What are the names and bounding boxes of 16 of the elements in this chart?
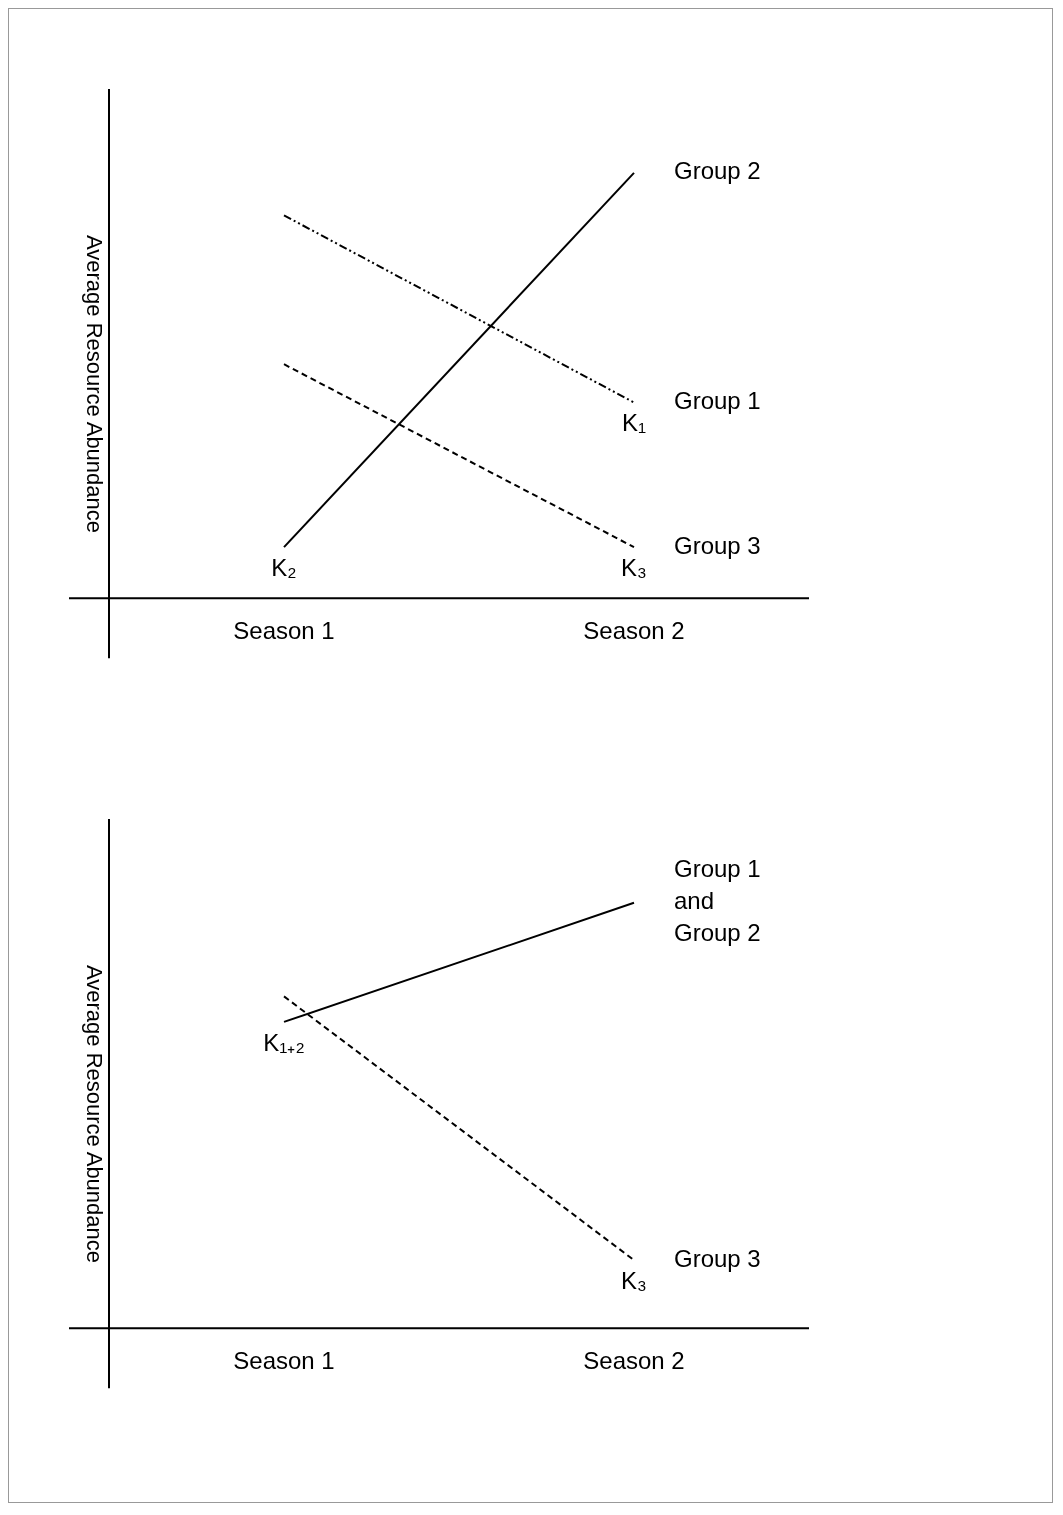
series-label: Group 2	[674, 157, 761, 185]
annotation: K₃	[621, 1266, 647, 1294]
x-tick-label: Season 1	[233, 617, 335, 645]
y-axis-title: Average Resource Abundance	[81, 234, 107, 534]
series-label: Group 3	[674, 1244, 761, 1272]
x-tick-label: Season 1	[233, 1347, 335, 1375]
annotation: K₁	[621, 409, 647, 437]
series-label: Group 1	[674, 387, 761, 415]
annotation: K₁₊₂	[263, 1028, 305, 1056]
y-axis-title: Average Resource Abundance	[81, 964, 107, 1264]
series-label: Group 1 and Group 2	[674, 855, 761, 947]
series-label: Group 3	[674, 531, 761, 559]
x-tick-label: Season 2	[583, 617, 685, 645]
annotation: K₂	[271, 553, 297, 581]
x-tick-label: Season 2	[583, 1347, 685, 1375]
annotation: K₃	[621, 553, 647, 581]
